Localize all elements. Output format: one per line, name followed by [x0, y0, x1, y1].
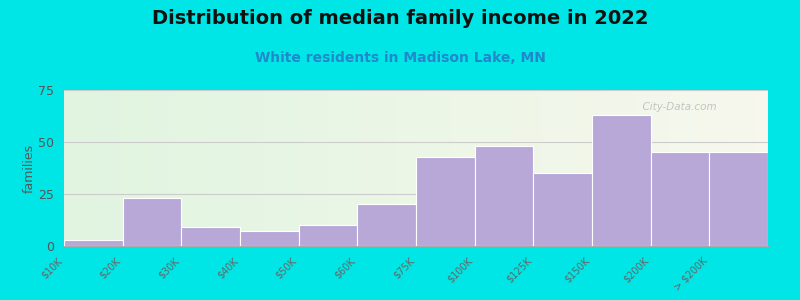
Bar [592, 115, 650, 246]
Text: Distribution of median family income in 2022: Distribution of median family income in … [152, 9, 648, 28]
Text: City-Data.com: City-Data.com [636, 103, 717, 112]
Bar [534, 173, 592, 246]
Bar [650, 152, 710, 246]
Bar [358, 204, 416, 246]
Bar [474, 146, 534, 246]
Bar [122, 198, 182, 246]
Bar [298, 225, 358, 246]
Bar [710, 152, 768, 246]
Bar [64, 240, 122, 246]
Bar [416, 157, 474, 246]
Text: White residents in Madison Lake, MN: White residents in Madison Lake, MN [254, 51, 546, 65]
Bar [182, 227, 240, 246]
Bar [240, 231, 298, 246]
Y-axis label: families: families [22, 143, 35, 193]
